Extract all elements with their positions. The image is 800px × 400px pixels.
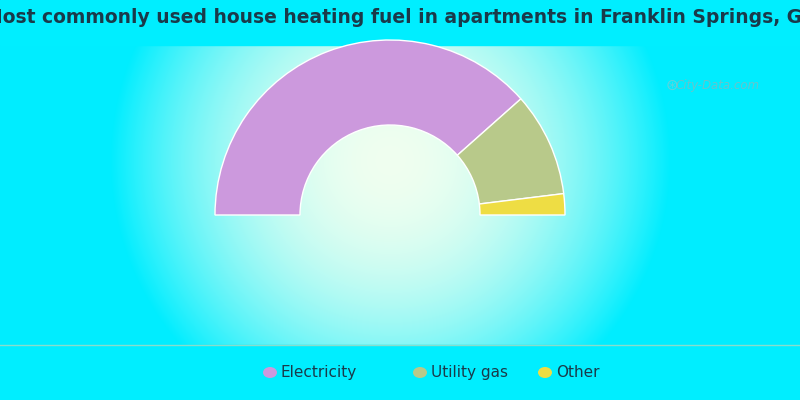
Text: Electricity: Electricity — [281, 365, 358, 380]
Text: Utility gas: Utility gas — [431, 365, 508, 380]
Text: City-Data.com: City-Data.com — [676, 78, 760, 92]
Wedge shape — [479, 194, 565, 215]
Text: ⊛: ⊛ — [666, 78, 678, 92]
Ellipse shape — [413, 367, 427, 378]
Bar — [0, 0, 800, 45]
Bar — [0, 345, 800, 400]
Wedge shape — [458, 99, 564, 204]
Ellipse shape — [263, 367, 277, 378]
Ellipse shape — [538, 367, 552, 378]
Text: Most commonly used house heating fuel in apartments in Franklin Springs, GA: Most commonly used house heating fuel in… — [0, 8, 800, 27]
Wedge shape — [215, 40, 521, 215]
Text: Other: Other — [556, 365, 599, 380]
